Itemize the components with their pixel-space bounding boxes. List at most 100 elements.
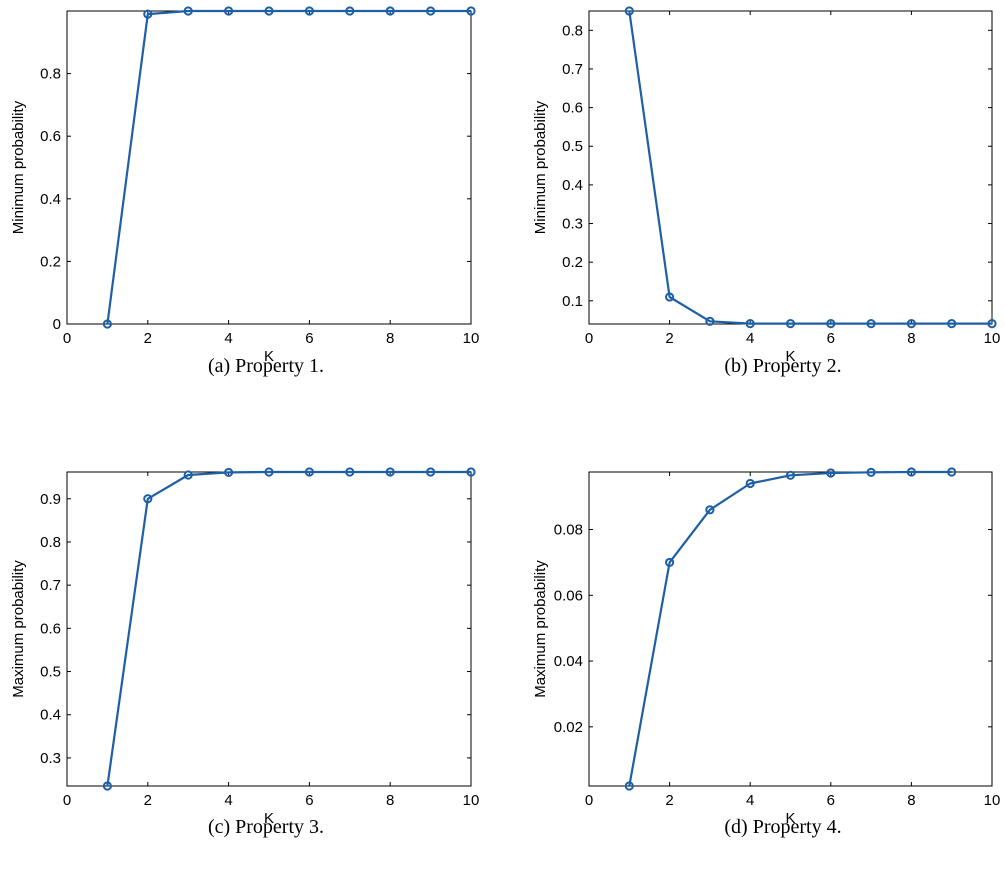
- data-point-marker: [224, 6, 234, 16]
- y-tick-label: 0.2: [40, 253, 61, 270]
- y-axis-label: Minimum probability: [10, 100, 27, 234]
- data-point-marker: [304, 6, 314, 16]
- subfigure-caption: (a) Property 1.: [208, 355, 324, 377]
- data-point-marker: [102, 781, 113, 791]
- x-tick-label: 0: [63, 330, 71, 347]
- y-tick-label: 0.5: [562, 138, 583, 155]
- y-axis-label: Minimum probability: [532, 100, 549, 234]
- plot-frame: [588, 471, 993, 787]
- y-tick-label: 0.8: [562, 22, 583, 39]
- data-point-marker: [665, 292, 675, 302]
- data-point-marker: [705, 505, 715, 515]
- data-point-marker: [426, 467, 436, 477]
- x-tick-label: 8: [907, 330, 915, 347]
- series-line: [106, 9, 471, 325]
- data-point-marker: [183, 6, 193, 16]
- x-tick-label: 4: [224, 792, 232, 809]
- y-tick-label: 0.8: [40, 534, 61, 551]
- y-tick-label: 0.6: [562, 100, 583, 117]
- data-point-marker: [102, 319, 113, 329]
- x-axis-label: K: [264, 348, 274, 365]
- y-tick-label: 0.5: [40, 664, 61, 681]
- x-tick-label: 6: [827, 792, 835, 809]
- y-tick-label: 0.4: [40, 707, 61, 724]
- chart-panel-2: 0 2 4 6 8 10 0.1 0.2 0.3 0.4 0.5 0.6 0.7 0.8 K Minimum …: [532, 6, 1000, 377]
- x-axis-label: K: [264, 810, 274, 827]
- data-point-marker: [345, 467, 355, 477]
- data-point-marker: [143, 9, 153, 19]
- x-axis-label: K: [785, 348, 795, 365]
- x-tick-label: 4: [746, 792, 754, 809]
- data-point-marker: [866, 319, 876, 329]
- y-tick-label: 0.7: [562, 61, 583, 78]
- data-point-marker: [987, 319, 997, 329]
- series-line: [106, 470, 471, 787]
- data-point-marker: [224, 467, 234, 478]
- x-tick-label: 8: [907, 792, 915, 809]
- data-point-marker: [705, 316, 715, 326]
- data-point-marker: [264, 6, 274, 16]
- y-tick-label: 0.3: [562, 216, 583, 233]
- data-point-marker: [826, 319, 836, 329]
- plot-frame: [588, 10, 993, 325]
- chart-panel-4: 0 2 4 6 8 10 0.02 0.04 0.06 0.08 K Maximum probabil…: [532, 467, 1001, 838]
- x-tick-label: 2: [144, 792, 152, 809]
- data-point-marker: [304, 467, 314, 477]
- x-tick-label: 8: [386, 792, 394, 809]
- data-point-marker: [745, 319, 755, 329]
- subfigure-caption: (d) Property 4.: [724, 816, 841, 838]
- x-tick-label: 10: [984, 792, 1001, 809]
- y-tick-label: 0.9: [40, 491, 61, 508]
- y-tick-label: 0.04: [554, 653, 583, 670]
- data-point-marker: [466, 467, 476, 477]
- data-point-marker: [624, 781, 634, 791]
- data-point-marker: [143, 494, 153, 504]
- chart-panel-3: 0 2 4 6 8 10 0.3 0.4 0.5 0.6 0.7 0.8 0.9 K Maximum pro…: [10, 467, 480, 838]
- y-tick-label: 0.6: [40, 620, 61, 637]
- y-tick-label: 0.4: [40, 191, 61, 208]
- data-point-marker: [466, 6, 476, 16]
- series-line: [628, 470, 952, 787]
- data-point-marker: [866, 467, 876, 477]
- subfigure-caption: (b) Property 2.: [724, 355, 841, 377]
- data-point-marker: [426, 6, 436, 16]
- x-tick-label: 8: [386, 330, 394, 347]
- data-point-marker: [906, 467, 917, 477]
- chart-panel-1: 0 2 4 6 8 10 0 0.2 0.4 0.6 0.8 K Minimum probability…: [10, 6, 480, 377]
- data-point-marker: [906, 319, 917, 329]
- x-tick-label: 6: [305, 792, 313, 809]
- y-tick-label: 0.1: [562, 293, 583, 310]
- data-point-marker: [345, 6, 355, 16]
- x-tick-label: 10: [463, 792, 480, 809]
- data-point-marker: [385, 467, 395, 477]
- subfigure-caption: (c) Property 3.: [208, 816, 324, 838]
- x-tick-label: 4: [746, 330, 754, 347]
- x-tick-label: 6: [827, 330, 835, 347]
- data-point-marker: [264, 467, 274, 477]
- data-point-marker: [183, 470, 193, 480]
- y-axis-label: Maximum probability: [532, 560, 549, 698]
- data-point-marker: [785, 470, 796, 480]
- y-tick-label: 0.2: [562, 254, 583, 271]
- data-point-marker: [826, 468, 836, 478]
- data-point-marker: [385, 6, 395, 16]
- x-tick-label: 2: [144, 330, 152, 347]
- plot-frame: [66, 471, 472, 787]
- data-point-marker: [624, 6, 634, 16]
- y-tick-label: 0.4: [562, 177, 583, 194]
- data-point-marker: [785, 319, 796, 329]
- x-tick-label: 2: [665, 792, 673, 809]
- series-line: [628, 10, 992, 325]
- x-tick-label: 10: [463, 330, 480, 347]
- y-tick-label: 0.6: [40, 128, 61, 145]
- y-tick-label: 0.08: [554, 522, 583, 539]
- x-tick-label: 0: [585, 792, 593, 809]
- y-tick-label: 0.8: [40, 66, 61, 83]
- y-axis-label: Maximum probability: [10, 560, 27, 698]
- data-point-marker: [665, 557, 675, 568]
- x-tick-label: 4: [224, 330, 232, 347]
- x-tick-label: 2: [665, 330, 673, 347]
- data-point-marker: [947, 467, 957, 477]
- x-axis-label: K: [785, 810, 795, 827]
